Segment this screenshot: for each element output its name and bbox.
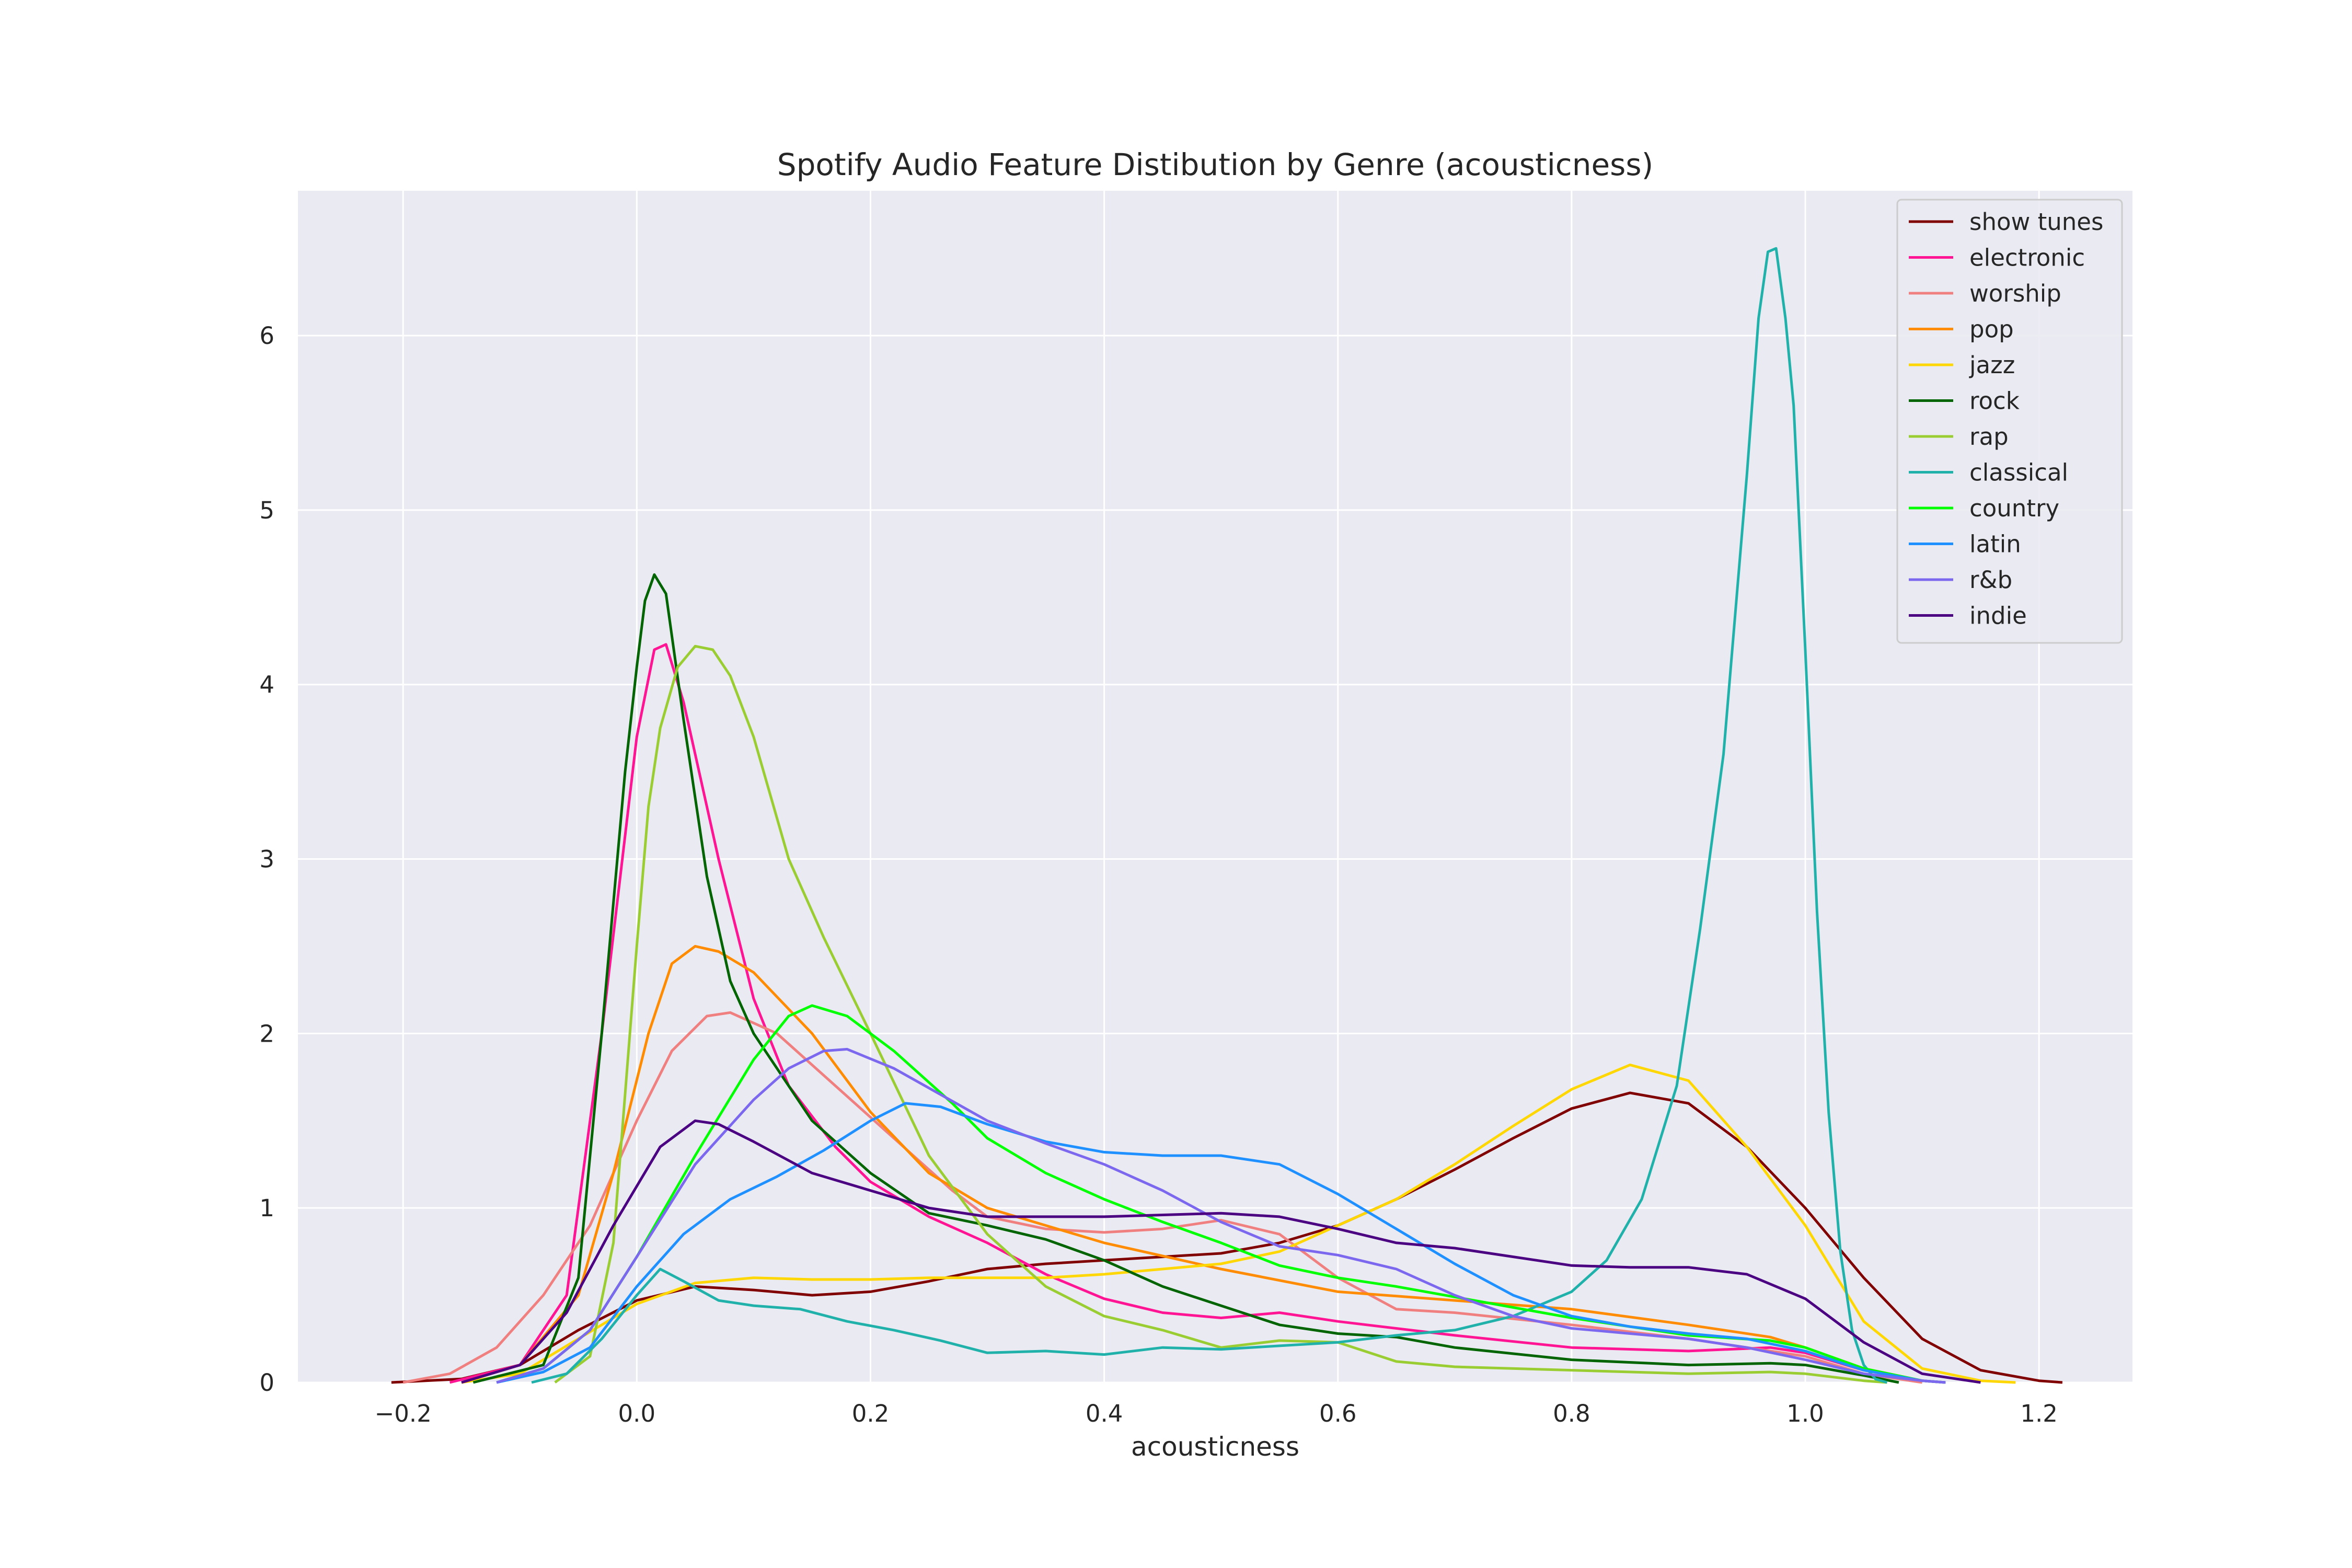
x-tick-label: 1.2	[2020, 1400, 2058, 1427]
y-tick-label: 2	[259, 1020, 274, 1047]
y-axis: 0 1 2 3 4 5 6	[259, 322, 274, 1397]
legend-label: classical	[1969, 459, 2068, 487]
legend-label: country	[1969, 494, 2059, 522]
legend-label: show tunes	[1969, 208, 2103, 236]
plot-area	[298, 191, 2132, 1382]
legend-label: latin	[1969, 531, 2021, 558]
x-tick-label: 0.0	[618, 1400, 656, 1427]
series-line-r-b	[496, 1047, 1946, 1384]
legend-frame	[1896, 199, 2123, 644]
series-line-show-tunes	[391, 1091, 2063, 1384]
x-axis: −0.2 0.0 0.2 0.4 0.6 0.8 1.0 1.2	[375, 1400, 2058, 1427]
legend-label: rap	[1969, 423, 2009, 451]
x-tick-label: 0.4	[1086, 1400, 1123, 1427]
grid	[298, 191, 2132, 1383]
x-axis-label: acousticness	[1131, 1432, 1299, 1462]
chart-title: Spotify Audio Feature Distibution by Gen…	[777, 147, 1653, 182]
series-line-jazz	[461, 1063, 2016, 1384]
y-tick-label: 3	[259, 846, 274, 873]
legend-label: r&b	[1969, 566, 2012, 594]
x-tick-label: −0.2	[375, 1400, 432, 1427]
y-tick-label: 5	[259, 497, 274, 524]
x-tick-label: 1.0	[1786, 1400, 1824, 1427]
x-tick-label: 0.2	[852, 1400, 890, 1427]
y-tick-label: 1	[259, 1194, 274, 1222]
legend-label: worship	[1969, 280, 2061, 307]
series-line-pop	[461, 944, 1946, 1384]
series-line-latin	[496, 1102, 1946, 1384]
legend-label: jazz	[1969, 351, 2015, 379]
series-line-indie	[461, 1119, 1981, 1384]
x-tick-label: 0.6	[1319, 1400, 1357, 1427]
legend-label: electronic	[1969, 244, 2085, 272]
y-tick-label: 0	[259, 1369, 274, 1397]
y-tick-label: 4	[259, 671, 274, 699]
legend: show tunes electronic worship pop jazz rock ra…	[1896, 199, 2123, 644]
x-tick-label: 0.8	[1553, 1400, 1590, 1427]
series-lines	[391, 247, 2063, 1384]
legend-label: indie	[1969, 602, 2027, 630]
legend-label: pop	[1969, 316, 2014, 343]
series-line-rap	[554, 644, 1887, 1384]
legend-label: rock	[1969, 387, 2020, 415]
y-tick-label: 6	[259, 322, 274, 350]
series-line-classical	[531, 247, 1888, 1384]
series-line-electronic	[449, 643, 1946, 1384]
series-line-rock	[472, 573, 1899, 1384]
